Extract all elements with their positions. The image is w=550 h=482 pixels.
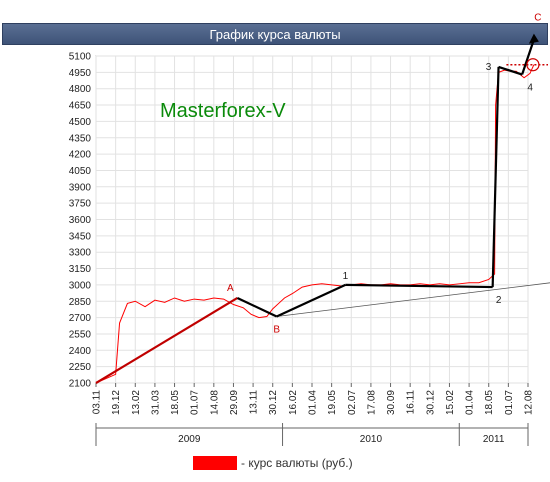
x-tick-label: 01.04: [465, 390, 476, 415]
x-tick-label: 18.05: [170, 390, 181, 415]
trend-line: [95, 297, 238, 384]
y-tick-label: 3150: [69, 264, 92, 275]
legend-label: - курс валюты (руб.): [241, 456, 353, 470]
legend-swatch: [193, 456, 237, 470]
target-circle: [526, 58, 540, 72]
y-tick-label: 4350: [69, 133, 92, 144]
point-label: 4: [527, 83, 533, 94]
y-tick-label: 3750: [69, 199, 92, 210]
y-tick-label: 2550: [69, 329, 92, 340]
x-tick-label: 16.02: [288, 390, 299, 415]
x-tick-label: 15.02: [445, 390, 456, 415]
x-tick-label: 29.09: [229, 390, 240, 415]
x-tick-label: 01.07: [504, 390, 515, 415]
x-tick-label: 16.11: [406, 390, 417, 415]
x-tick-label: 17.08: [366, 390, 377, 415]
x-tick-label: 02.07: [347, 390, 358, 415]
trend-line: [521, 39, 535, 75]
x-tick-label: 30.12: [425, 390, 436, 415]
y-tick-label: 2100: [69, 379, 92, 390]
trend-line: [276, 283, 346, 318]
y-tick-label: 3900: [69, 182, 92, 193]
x-tick-label: 03.11: [92, 390, 103, 415]
x-tick-label: 19.05: [327, 390, 338, 415]
trend-line: [345, 283, 493, 289]
y-tick-label: 3450: [69, 231, 92, 242]
chart-title: График курса валюты: [209, 27, 341, 42]
y-tick-label: 3000: [69, 280, 92, 291]
trend-arrow-head: [528, 33, 539, 44]
y-tick-label: 4200: [69, 150, 92, 161]
y-tick-label: 4650: [69, 101, 92, 112]
point-label: B: [273, 325, 280, 336]
trend-line: [236, 296, 278, 318]
point-label: 2: [496, 295, 502, 306]
y-tick-label: 2400: [69, 346, 92, 357]
y-tick-label: 3600: [69, 215, 92, 226]
x-tick-label: 12.08: [524, 390, 535, 415]
trend-line: [491, 66, 500, 288]
chart-title-bar: График курса валюты: [2, 23, 548, 45]
y-tick-label: 4950: [69, 68, 92, 79]
x-tick-label: 30.09: [386, 390, 397, 415]
point-label: 3: [486, 62, 492, 73]
point-label: 1: [343, 271, 349, 282]
x-tick-label: 31.03: [150, 390, 161, 415]
watermark-text: Masterforex-V: [160, 100, 286, 122]
year-label: 2009: [178, 434, 201, 445]
x-tick-label: 18.05: [484, 390, 495, 415]
y-tick-label: 5100: [69, 52, 92, 63]
x-tick-label: 01.07: [190, 390, 201, 415]
x-tick-label: 13.11: [249, 390, 260, 415]
y-tick-label: 2700: [69, 313, 92, 324]
y-tick-label: 4800: [69, 84, 92, 95]
trend-line: [498, 65, 523, 76]
year-label: 2010: [360, 434, 383, 445]
y-tick-label: 4500: [69, 117, 92, 128]
x-tick-label: 19.12: [111, 390, 122, 415]
support-line: [276, 282, 550, 317]
x-tick-label: 30.12: [268, 390, 279, 415]
point-label: C: [534, 13, 541, 24]
legend: - курс валюты (руб.): [193, 455, 353, 471]
y-tick-label: 2850: [69, 297, 92, 308]
y-tick-label: 4050: [69, 166, 92, 177]
y-tick-label: 3300: [69, 248, 92, 259]
point-label: A: [227, 283, 234, 294]
y-tick-label: 2250: [69, 362, 92, 373]
x-tick-label: 13.02: [131, 390, 142, 415]
x-tick-label: 14.08: [209, 390, 220, 415]
series-line: [95, 64, 535, 384]
x-tick-label: 01.04: [308, 390, 319, 415]
year-label: 2011: [483, 434, 505, 445]
